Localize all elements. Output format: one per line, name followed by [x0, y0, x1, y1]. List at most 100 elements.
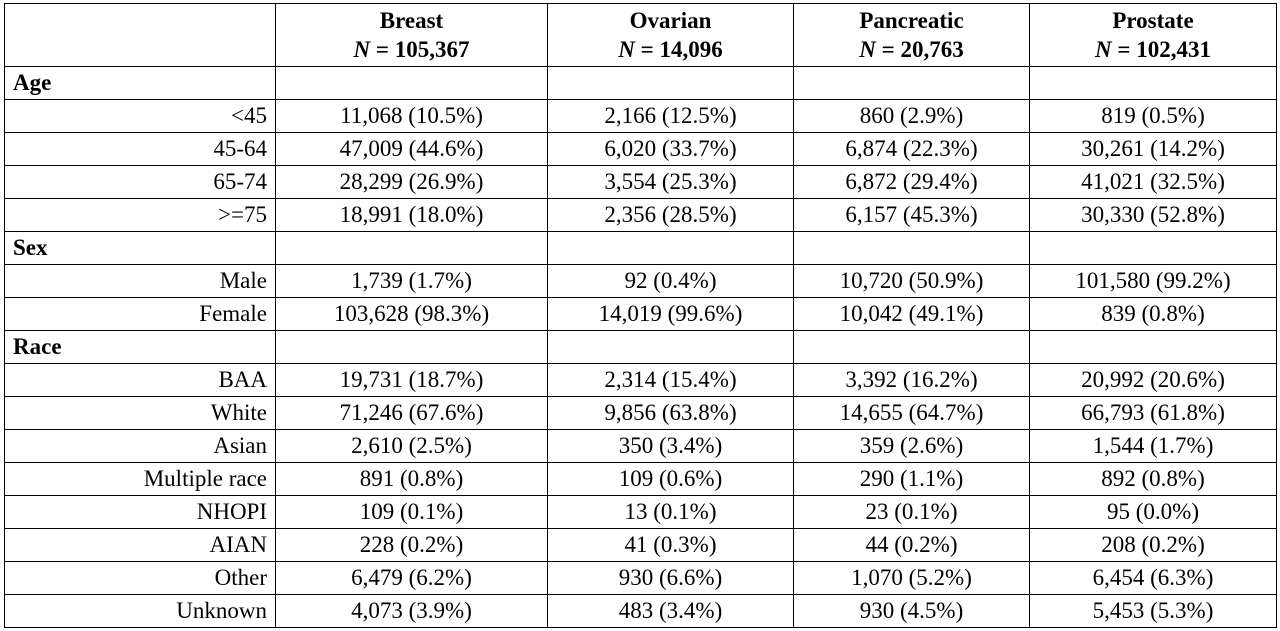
table-row: AIAN 228 (0.2%) 41 (0.3%) 44 (0.2%) 208 (0.2…	[4, 528, 1277, 562]
column-name: Breast	[379, 8, 444, 33]
header-empty-cell	[4, 3, 276, 67]
table-cell: 109 (0.6%)	[547, 462, 794, 496]
table-cell: 23 (0.1%)	[793, 495, 1030, 529]
section-header-row: Race	[4, 330, 1277, 364]
column-name: Prostate	[1112, 8, 1194, 33]
table-cell: 109 (0.1%)	[275, 495, 548, 529]
empty-cell	[275, 330, 548, 364]
table-cell: 4,073 (3.9%)	[275, 594, 548, 628]
table-row: NHOPI 109 (0.1%) 13 (0.1%) 23 (0.1%) 95 (0.0…	[4, 495, 1277, 529]
table-cell: 350 (3.4%)	[547, 429, 794, 463]
row-label: 65-74	[4, 165, 276, 199]
empty-cell	[547, 231, 794, 265]
table-cell: 930 (6.6%)	[547, 561, 794, 595]
column-n: N = 102,431	[1038, 35, 1268, 64]
table-cell: 860 (2.9%)	[793, 99, 1030, 133]
table-cell: 66,793 (61.8%)	[1029, 396, 1277, 430]
table-cell: 10,042 (49.1%)	[793, 297, 1030, 331]
table-cell: 483 (3.4%)	[547, 594, 794, 628]
section-title: Race	[4, 330, 276, 364]
table-cell: 208 (0.2%)	[1029, 528, 1277, 562]
column-header: Ovarian N = 14,096	[547, 3, 794, 67]
table-container: Breast N = 105,367 Ovarian N = 14,096 Pa…	[4, 3, 1277, 628]
n-symbol: N	[353, 37, 371, 62]
table-cell: 359 (2.6%)	[793, 429, 1030, 463]
row-label: BAA	[4, 363, 276, 397]
n-value: = 14,096	[634, 37, 723, 62]
empty-cell	[547, 66, 794, 100]
table-cell: 839 (0.8%)	[1029, 297, 1277, 331]
n-symbol: N	[859, 37, 876, 62]
table-cell: 6,454 (6.3%)	[1029, 561, 1277, 595]
table-cell: 1,544 (1.7%)	[1029, 429, 1277, 463]
table-cell: 19,731 (18.7%)	[275, 363, 548, 397]
empty-cell	[793, 330, 1030, 364]
table-row: Unknown 4,073 (3.9%) 483 (3.4%) 930 (4.5%) 5…	[4, 594, 1277, 628]
table-cell: 819 (0.5%)	[1029, 99, 1277, 133]
table-cell: 95 (0.0%)	[1029, 495, 1277, 529]
table-cell: 92 (0.4%)	[547, 264, 794, 298]
table-cell: 6,020 (33.7%)	[547, 132, 794, 166]
empty-cell	[793, 231, 1030, 265]
table-cell: 14,019 (99.6%)	[547, 297, 794, 331]
table-cell: 11,068 (10.5%)	[275, 99, 548, 133]
table-cell: 892 (0.8%)	[1029, 462, 1277, 496]
empty-cell	[547, 330, 794, 364]
empty-cell	[1029, 231, 1277, 265]
table-cell: 9,856 (63.8%)	[547, 396, 794, 430]
table-row: Asian 2,610 (2.5%) 350 (3.4%) 359 (2.6%) 1,5…	[4, 429, 1277, 463]
table-cell: 41 (0.3%)	[547, 528, 794, 562]
table-cell: 30,330 (52.8%)	[1029, 198, 1277, 232]
table-cell: 1,070 (5.2%)	[793, 561, 1030, 595]
column-header: Breast N = 105,367	[275, 3, 548, 67]
row-label: Male	[4, 264, 276, 298]
table-cell: 18,991 (18.0%)	[275, 198, 548, 232]
column-n: N = 105,367	[284, 35, 539, 64]
table-cell: 6,157 (45.3%)	[793, 198, 1030, 232]
row-label: Asian	[4, 429, 276, 463]
table-cell: 1,739 (1.7%)	[275, 264, 548, 298]
table-body: Age <45 11,068 (10.5%) 2,166 (12.5%) 860 (2.…	[4, 66, 1277, 628]
column-n: N = 14,096	[556, 35, 785, 64]
table-cell: 6,872 (29.4%)	[793, 165, 1030, 199]
table-row: Female 103,628 (98.3%) 14,019 (99.6%) 10,04…	[4, 297, 1277, 331]
row-label: AIAN	[4, 528, 276, 562]
empty-cell	[793, 66, 1030, 100]
n-value: = 20,763	[875, 37, 964, 62]
row-label: Female	[4, 297, 276, 331]
table-cell: 41,021 (32.5%)	[1029, 165, 1277, 199]
section-title: Sex	[4, 231, 276, 265]
table-cell: 5,453 (5.3%)	[1029, 594, 1277, 628]
n-value: = 105,367	[370, 37, 470, 62]
table-cell: 3,554 (25.3%)	[547, 165, 794, 199]
empty-cell	[1029, 66, 1277, 100]
table-cell: 290 (1.1%)	[793, 462, 1030, 496]
n-symbol: N	[618, 37, 635, 62]
table-row: <45 11,068 (10.5%) 2,166 (12.5%) 860 (2.9%)…	[4, 99, 1277, 133]
row-label: NHOPI	[4, 495, 276, 529]
table-row: BAA 19,731 (18.7%) 2,314 (15.4%) 3,392 (16.…	[4, 363, 1277, 397]
table-row: Other 6,479 (6.2%) 930 (6.6%) 1,070 (5.2%) 6…	[4, 561, 1277, 595]
column-name: Ovarian	[629, 8, 712, 33]
column-header: Pancreatic N = 20,763	[793, 3, 1030, 67]
empty-cell	[275, 66, 548, 100]
column-name: Pancreatic	[859, 8, 964, 33]
section-header-row: Sex	[4, 231, 1277, 265]
table-cell: 2,166 (12.5%)	[547, 99, 794, 133]
table-cell: 103,628 (98.3%)	[275, 297, 548, 331]
table-row: Male 1,739 (1.7%) 92 (0.4%) 10,720 (50.9%) 1…	[4, 264, 1277, 298]
empty-cell	[275, 231, 548, 265]
header-row: Breast N = 105,367 Ovarian N = 14,096 Pa…	[4, 3, 1277, 67]
demographics-table: Breast N = 105,367 Ovarian N = 14,096 Pa…	[4, 3, 1277, 628]
table-cell: 6,874 (22.3%)	[793, 132, 1030, 166]
table-row: 65-74 28,299 (26.9%) 3,554 (25.3%) 6,872 (2…	[4, 165, 1277, 199]
table-cell: 891 (0.8%)	[275, 462, 548, 496]
row-label: Multiple race	[4, 462, 276, 496]
table-row: Multiple race 891 (0.8%) 109 (0.6%) 290 (1.…	[4, 462, 1277, 496]
column-header: Prostate N = 102,431	[1029, 3, 1277, 67]
section-title: Age	[4, 66, 276, 100]
section-header-row: Age	[4, 66, 1277, 100]
table-cell: 30,261 (14.2%)	[1029, 132, 1277, 166]
table-cell: 228 (0.2%)	[275, 528, 548, 562]
table-cell: 20,992 (20.6%)	[1029, 363, 1277, 397]
